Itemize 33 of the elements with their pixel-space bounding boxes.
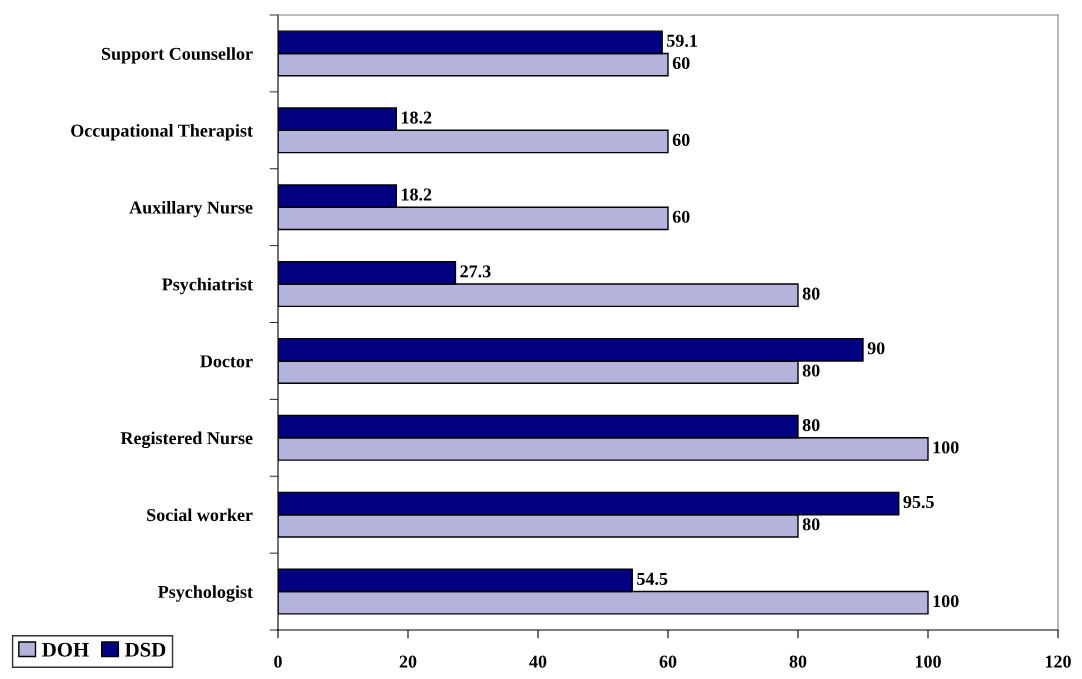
data-label: 18.2 [401, 111, 432, 124]
data-label: 60 [672, 210, 690, 223]
x-tick-label: 120 [1045, 655, 1071, 668]
data-label: 95.5 [903, 495, 934, 509]
data-label: 80 [802, 287, 820, 300]
legend-label: DOH [42, 642, 89, 657]
y-tick-label: Social worker [147, 508, 253, 522]
y-tick-label: Psychiatrist [162, 277, 253, 295]
x-tick-label: 40 [529, 655, 547, 668]
x-tick-label: 20 [399, 655, 417, 668]
x-tick-label: 60 [659, 655, 677, 668]
data-label: 59.1 [667, 34, 697, 47]
y-tick-label: Occupational Therapist [71, 124, 253, 141]
data-label: 60 [672, 133, 690, 146]
data-label: 90 [867, 342, 885, 355]
data-label: 80 [802, 419, 820, 432]
data-label: 100 [933, 595, 959, 608]
data-label: 18.2 [401, 188, 432, 201]
y-tick-label: Psychologist [158, 585, 253, 602]
y-tick-label: Registered Nurse [120, 431, 253, 449]
x-tick-label: 100 [915, 655, 941, 668]
x-tick-label: 80 [789, 655, 807, 668]
data-label: 60 [672, 56, 690, 70]
y-tick-label: Doctor [200, 355, 253, 368]
y-tick-label: Support Counsellor [101, 47, 253, 64]
x-tick-label: 0 [274, 655, 282, 668]
data-label: 54.5 [637, 572, 668, 586]
data-label: 27.3 [460, 265, 491, 278]
data-label: 80 [802, 518, 820, 531]
data-label: 100 [933, 441, 959, 454]
legend-label: DSD [124, 642, 166, 657]
data-label: 80 [802, 364, 820, 377]
y-tick-label: Auxillary Nurse [129, 200, 253, 218]
